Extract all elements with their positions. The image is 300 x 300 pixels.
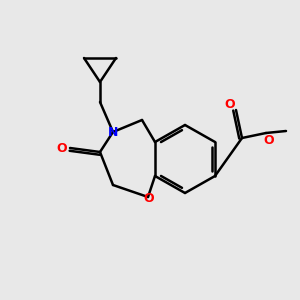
Text: O: O xyxy=(225,98,235,110)
Text: O: O xyxy=(57,142,67,154)
Text: O: O xyxy=(264,134,274,146)
Text: N: N xyxy=(108,125,118,139)
Text: O: O xyxy=(144,191,154,205)
